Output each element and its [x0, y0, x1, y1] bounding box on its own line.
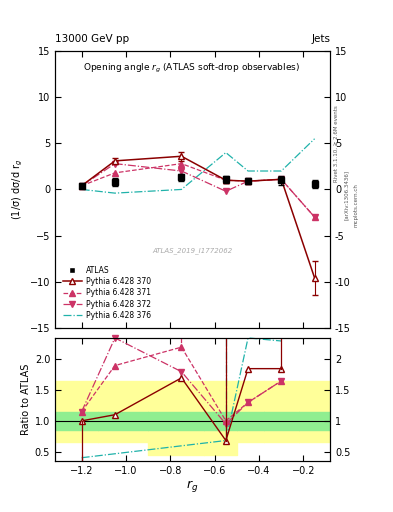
Text: ATLAS_2019_I1772062: ATLAS_2019_I1772062	[152, 247, 233, 253]
Text: Jets: Jets	[311, 34, 330, 45]
Text: 13000 GeV pp: 13000 GeV pp	[55, 34, 129, 45]
Text: Opening angle $r_g$ (ATLAS soft-drop observables): Opening angle $r_g$ (ATLAS soft-drop obs…	[83, 62, 300, 75]
X-axis label: $r_g$: $r_g$	[186, 478, 199, 495]
Text: Rivet 3.1.10, ≥ 2.6M events: Rivet 3.1.10, ≥ 2.6M events	[334, 105, 338, 182]
Text: [arXiv:1306.3436]: [arXiv:1306.3436]	[343, 169, 348, 220]
Text: mcplots.cern.ch: mcplots.cern.ch	[353, 183, 358, 227]
Legend: ATLAS, Pythia 6.428 370, Pythia 6.428 371, Pythia 6.428 372, Pythia 6.428 376: ATLAS, Pythia 6.428 370, Pythia 6.428 37…	[59, 262, 154, 324]
Y-axis label: (1/σ) dσ/d r$_g$: (1/σ) dσ/d r$_g$	[11, 159, 26, 220]
Y-axis label: Ratio to ATLAS: Ratio to ATLAS	[20, 364, 31, 435]
